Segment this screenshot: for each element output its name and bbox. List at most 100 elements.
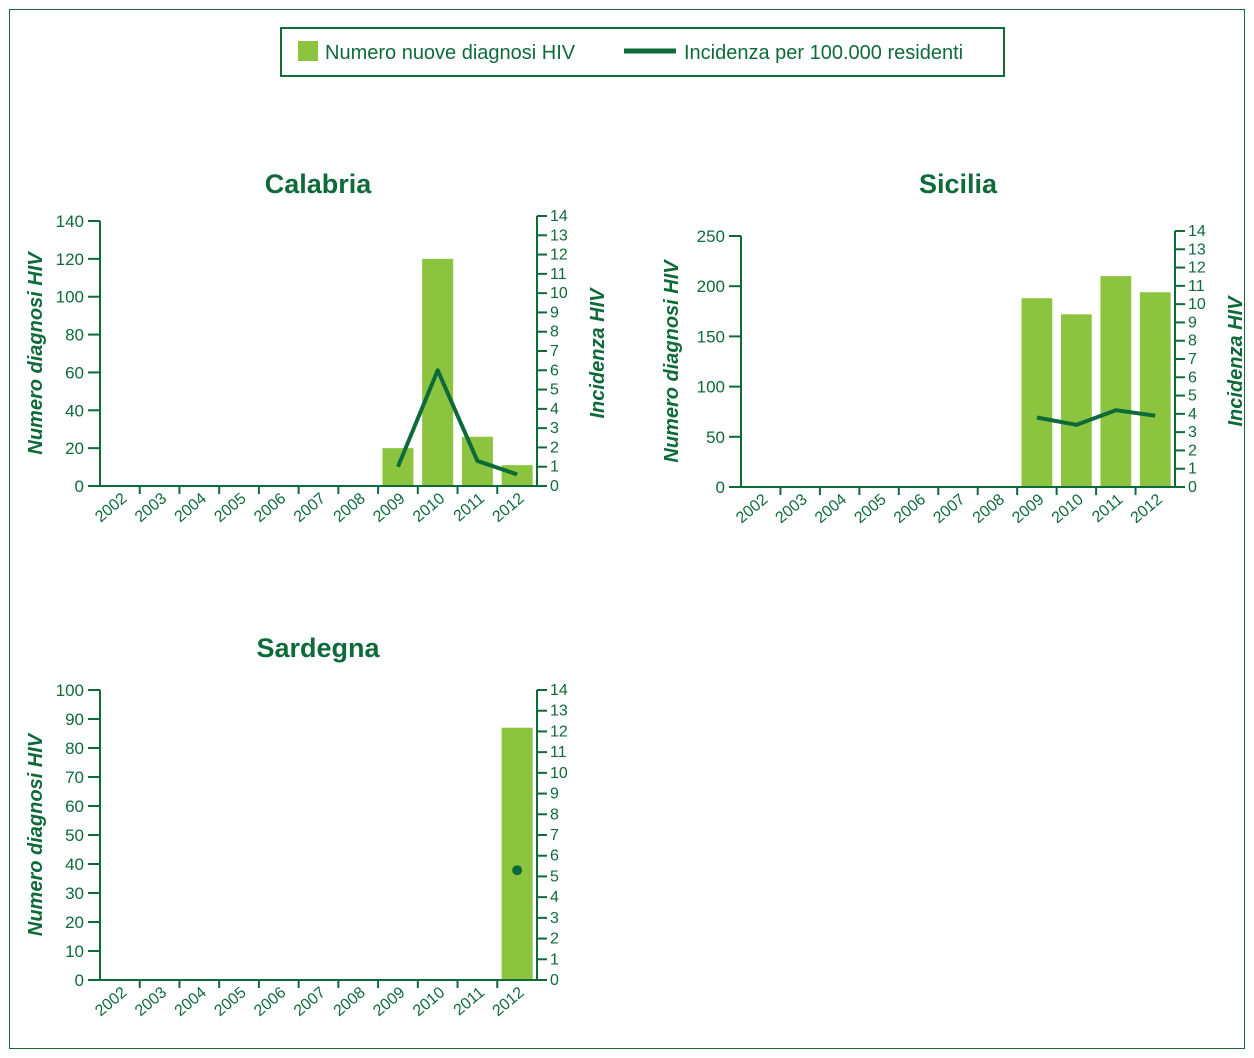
- x-tick-label: 2011: [1089, 491, 1126, 526]
- y-tick-label: 20: [65, 439, 84, 458]
- x-tick-label: 2008: [970, 491, 1008, 527]
- y2-tick-label: 9: [550, 304, 559, 321]
- x-tick-label: 2004: [172, 490, 210, 526]
- y-tick-label: 0: [75, 477, 84, 496]
- y2-tick-label: 9: [550, 786, 559, 803]
- x-tick-label: 2007: [291, 984, 329, 1020]
- y-tick-label: 0: [75, 971, 84, 990]
- bar-2010: [1060, 314, 1092, 487]
- y2-tick-label: 14: [550, 682, 568, 699]
- x-tick-label: 2003: [132, 984, 170, 1020]
- y2-tick-label: 14: [1188, 223, 1206, 240]
- x-tick-label: 2008: [331, 490, 369, 526]
- legend-bar-label: Numero nuove diagnosi HIV: [325, 42, 576, 64]
- y2-tick-label: 6: [550, 362, 559, 379]
- y-tick-label: 150: [697, 327, 725, 346]
- y-tick-label: 20: [65, 913, 84, 932]
- y2-tick-label: 2: [550, 931, 559, 948]
- y-tick-label: 90: [65, 710, 84, 729]
- y2-tick-label: 0: [550, 478, 559, 495]
- y2-tick-label: 1: [550, 951, 559, 968]
- x-tick-label: 2010: [410, 984, 448, 1020]
- incidence-point-2012: [512, 865, 523, 876]
- x-tick-label: 2003: [132, 490, 170, 526]
- y2-tick-label: 2: [550, 439, 559, 456]
- x-tick-label: 2002: [733, 491, 771, 527]
- y2-tick-label: 8: [550, 324, 559, 341]
- y2-tick-label: 12: [550, 247, 568, 264]
- y-axis-title: Numero diagnosi HIV: [25, 732, 47, 936]
- y2-tick-label: 6: [550, 848, 559, 865]
- y-tick-label: 50: [65, 826, 84, 845]
- figure-frame: [9, 9, 1245, 1049]
- y2-tick-label: 5: [1188, 388, 1197, 405]
- chart-calabria: Calabria02040608010012014001234567891011…: [25, 169, 609, 526]
- x-tick-label: 2003: [773, 491, 811, 527]
- y-tick-label: 100: [697, 378, 725, 397]
- y2-tick-label: 10: [550, 765, 568, 782]
- chart-title: Calabria: [265, 169, 373, 199]
- x-tick-label: 2009: [1009, 491, 1047, 527]
- y-tick-label: 60: [65, 363, 84, 382]
- y2-tick-label: 5: [550, 382, 559, 399]
- legend-box: [280, 27, 1005, 77]
- y2-tick-label: 12: [550, 723, 568, 740]
- y2-tick-label: 10: [550, 285, 568, 302]
- legend-line-label: Incidenza per 100.000 residenti: [684, 42, 963, 64]
- y-tick-label: 140: [56, 212, 84, 231]
- y2-tick-label: 3: [550, 420, 559, 437]
- x-tick-label: 2004: [172, 984, 210, 1020]
- y2-tick-label: 4: [1188, 406, 1197, 423]
- y-axis-title: Numero diagnosi HIV: [25, 251, 47, 455]
- y2-tick-label: 3: [1188, 424, 1197, 441]
- y2-tick-label: 13: [1188, 241, 1206, 258]
- x-tick-label: 2012: [1128, 491, 1166, 527]
- incidence-line: [1036, 408, 1156, 427]
- y2-tick-label: 13: [550, 227, 568, 244]
- y-tick-label: 40: [65, 855, 84, 874]
- incidence-line: [396, 368, 518, 477]
- y-tick-label: 100: [56, 288, 84, 307]
- y-tick-label: 30: [65, 884, 84, 903]
- y-tick-label: 70: [65, 768, 84, 787]
- y-tick-label: 100: [56, 681, 84, 700]
- y2-axis-title: Incidenza HIV: [587, 287, 609, 419]
- legend-bar-swatch: [298, 41, 318, 61]
- y2-tick-label: 14: [550, 208, 568, 225]
- x-tick-label: 2010: [1049, 491, 1087, 527]
- y-tick-label: 50: [706, 428, 725, 447]
- y2-tick-label: 3: [550, 910, 559, 927]
- y-tick-label: 10: [65, 942, 84, 961]
- x-tick-label: 2006: [891, 491, 929, 527]
- bar-2012: [1139, 292, 1171, 487]
- y-tick-label: 0: [716, 478, 725, 497]
- x-tick-label: 2009: [370, 490, 408, 526]
- y2-tick-label: 11: [550, 266, 567, 283]
- legend: Numero nuove diagnosi HIV Incidenza per …: [280, 27, 1005, 77]
- x-tick-label: 2006: [251, 984, 289, 1020]
- bar-2012: [501, 465, 533, 486]
- bar-2009: [1021, 298, 1053, 487]
- x-tick-label: 2005: [851, 491, 889, 527]
- y2-tick-label: 7: [550, 827, 559, 844]
- x-tick-label: 2009: [370, 984, 408, 1020]
- y2-tick-label: 8: [550, 806, 559, 823]
- y2-tick-label: 9: [1188, 314, 1197, 331]
- y-axis-title: Numero diagnosi HIV: [661, 259, 683, 463]
- charts-container: Calabria02040608010012014001234567891011…: [25, 169, 1247, 1020]
- x-tick-label: 2012: [490, 984, 528, 1020]
- x-tick-label: 2007: [291, 490, 329, 526]
- y2-tick-label: 0: [550, 972, 559, 989]
- y2-tick-label: 6: [1188, 369, 1197, 386]
- bar-2012: [501, 727, 533, 980]
- x-tick-label: 2007: [930, 491, 968, 527]
- x-tick-label: 2002: [92, 490, 130, 526]
- x-tick-label: 2002: [92, 984, 130, 1020]
- bar-2009: [382, 448, 414, 486]
- y-tick-label: 120: [56, 250, 84, 269]
- y2-tick-label: 11: [1188, 278, 1205, 295]
- x-tick-label: 2005: [211, 490, 249, 526]
- chart-title: Sardegna: [256, 633, 380, 663]
- x-tick-label: 2004: [812, 491, 850, 527]
- x-tick-label: 2012: [490, 490, 528, 526]
